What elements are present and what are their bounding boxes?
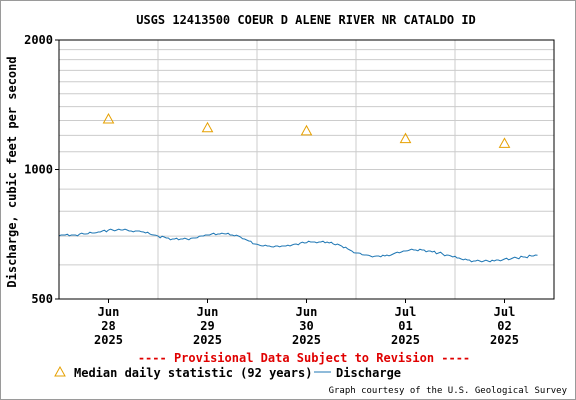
x-tick-label-2-2: 2025 bbox=[292, 333, 321, 347]
y-axis-ticks: 500 1000 2000 bbox=[24, 33, 59, 306]
x-tick-label-2-0: Jun bbox=[296, 305, 318, 319]
x-tick-label-1-1: 29 bbox=[200, 319, 214, 333]
x-tick-label-2-1: 30 bbox=[299, 319, 313, 333]
chart-title: USGS 12413500 COEUR D ALENE RIVER NR CAT… bbox=[136, 13, 476, 27]
x-tick-label-0-1: 28 bbox=[101, 319, 115, 333]
discharge-series-line bbox=[58, 228, 538, 263]
x-tick-label-1-2: 2025 bbox=[193, 333, 222, 347]
x-tick-label-0-2: 2025 bbox=[94, 333, 123, 347]
median-point-0 bbox=[102, 113, 115, 124]
x-tick-label-0-0: Jun bbox=[98, 305, 120, 319]
median-point-2 bbox=[300, 124, 313, 136]
median-point-1 bbox=[201, 121, 214, 133]
x-tick-label-3-0: Jul bbox=[395, 305, 417, 319]
x-tick-label-1-0: Jun bbox=[197, 305, 219, 319]
median-point-3 bbox=[399, 132, 412, 144]
plot-content bbox=[58, 113, 538, 263]
y-tick-label-0: 500 bbox=[31, 292, 53, 306]
x-tick-label-4-0: Jul bbox=[494, 305, 516, 319]
legend: Median daily statistic (92 years) Discha… bbox=[54, 365, 401, 380]
legend-discharge-label: Discharge bbox=[336, 366, 401, 380]
credit-text: Graph courtesy of the U.S. Geological Su… bbox=[329, 386, 568, 396]
x-tick-label-4-2: 2025 bbox=[490, 333, 519, 347]
legend-median-label: Median daily statistic (92 years) bbox=[74, 366, 312, 380]
grid bbox=[59, 40, 554, 299]
x-tick-label-3-1: 01 bbox=[398, 319, 412, 333]
provisional-note: ---- Provisional Data Subject to Revisio… bbox=[138, 351, 470, 365]
y-tick-label-2: 2000 bbox=[24, 33, 53, 47]
y-tick-label-1: 1000 bbox=[24, 163, 53, 177]
x-tick-label-3-2: 2025 bbox=[391, 333, 420, 347]
x-axis-ticks: Jun282025Jun292025Jun302025Jul012025Jul0… bbox=[94, 299, 519, 347]
x-tick-label-4-1: 02 bbox=[497, 319, 511, 333]
y-axis-label: Discharge, cubic feet per second bbox=[5, 56, 19, 287]
median-point-4 bbox=[498, 137, 511, 148]
legend-median-triangle-icon bbox=[54, 365, 66, 377]
